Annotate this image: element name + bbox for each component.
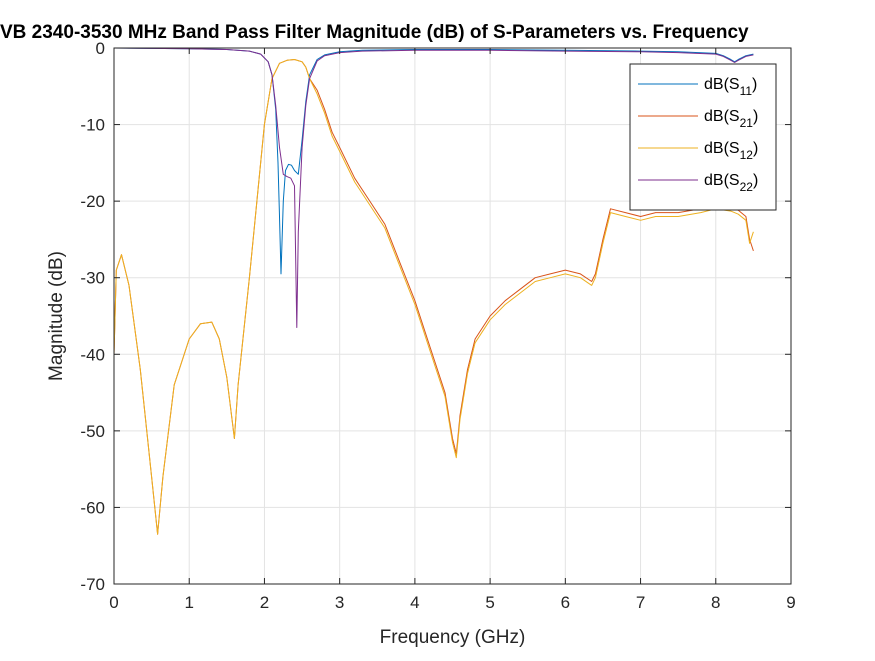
x-tick-label: 4 (410, 593, 419, 612)
x-tick-label: 5 (485, 593, 494, 612)
x-tick-label: 0 (109, 593, 118, 612)
x-tick-label: 8 (711, 593, 720, 612)
legend-entry-close: ) (753, 140, 758, 157)
y-tick-label: -10 (80, 116, 105, 135)
y-tick-label: 0 (96, 39, 105, 58)
x-tick-label: 3 (335, 593, 344, 612)
legend: dB(S11)dB(S21)dB(S12)dB(S22) (629, 63, 777, 211)
legend-entry-subscript: 22 (740, 180, 754, 194)
legend-entry-subscript: 21 (740, 116, 754, 130)
series-layer (113, 47, 754, 535)
tick-labels: 0 1 2 3 4 5 6 7 8 90-10-20-30-40-50-60-70 (80, 39, 795, 612)
legend-entry-subscript: 11 (740, 84, 753, 98)
legend-entry-base: dB(S (704, 108, 740, 125)
y-tick-label: -70 (80, 575, 105, 594)
series-line-s12 (113, 59, 754, 535)
tick-marks (113, 47, 792, 585)
x-tick-label: 9 (786, 593, 795, 612)
legend-entry-close: ) (752, 76, 757, 93)
legend-box (629, 63, 777, 211)
y-tick-label: -30 (80, 269, 105, 288)
legend-entry: dB(S12) (704, 140, 758, 162)
axes-box (113, 47, 792, 585)
legend-entry-base: dB(S (704, 140, 740, 157)
x-tick-label: 6 (561, 593, 570, 612)
series-line-s22 (113, 47, 754, 328)
y-tick-label: -20 (80, 192, 105, 211)
legend-entry-close: ) (753, 172, 758, 189)
y-tick-label: -60 (80, 498, 105, 517)
legend-entry: dB(S21) (704, 108, 758, 130)
x-tick-label: 2 (260, 593, 269, 612)
legend-entry-base: dB(S (704, 76, 740, 93)
y-axis-label: Magnitude (dB) (46, 251, 67, 381)
x-tick-label: 1 (184, 593, 193, 612)
legend-entry: dB(S11) (704, 76, 757, 98)
legend-entry-subscript: 12 (740, 148, 754, 162)
legend-entry-close: ) (753, 108, 758, 125)
legend-entry-base: dB(S (704, 172, 740, 189)
x-tick-label: 7 (636, 593, 645, 612)
y-tick-label: -40 (80, 345, 105, 364)
x-axis-label: Frequency (GHz) (380, 627, 526, 648)
y-tick-label: -50 (80, 422, 105, 441)
legend-entry: dB(S22) (704, 172, 758, 194)
chart-title: VB 2340-3530 MHz Band Pass Filter Magnit… (0, 22, 749, 43)
